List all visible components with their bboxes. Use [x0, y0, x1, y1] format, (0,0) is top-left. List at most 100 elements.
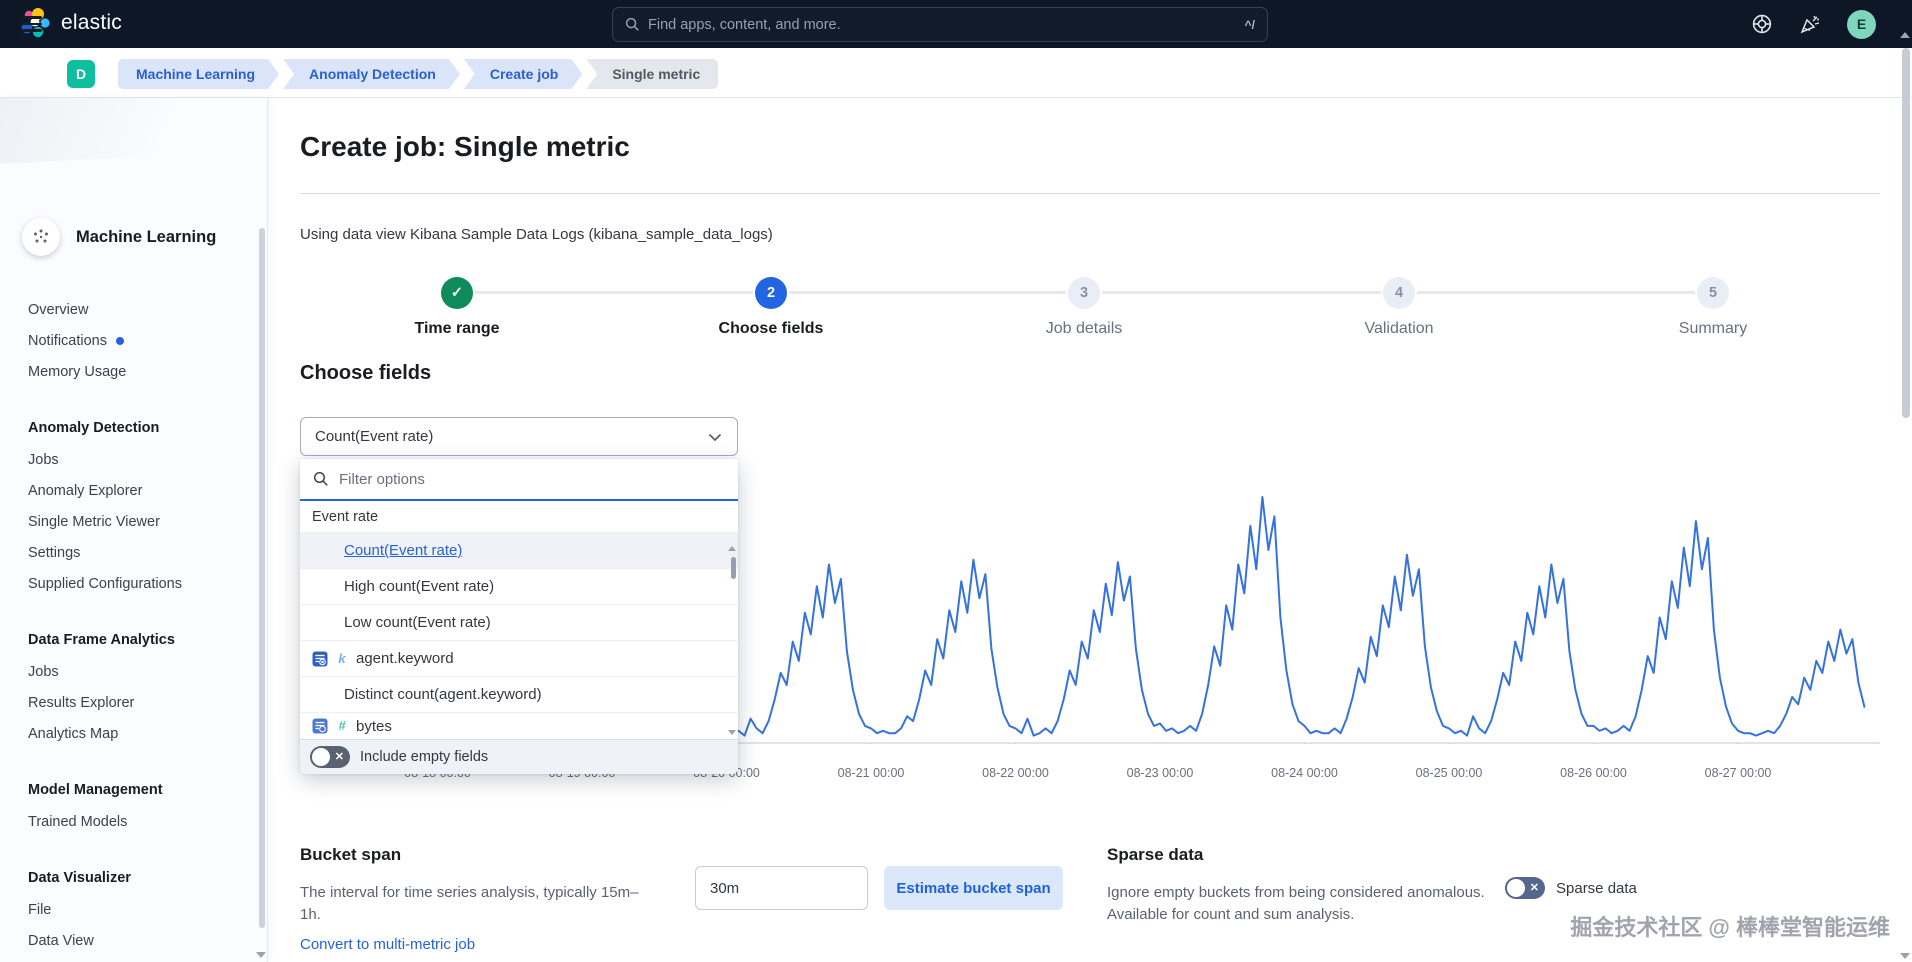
option-distinct-count-agent-keyword[interactable]: Distinct count(agent.keyword)	[300, 676, 738, 712]
estimate-bucket-span-button[interactable]: Estimate bucket span	[884, 866, 1063, 910]
help-icon[interactable]	[1751, 13, 1773, 35]
step-connector	[789, 291, 1066, 294]
step-connector	[475, 291, 753, 294]
include-empty-fields-label: Include empty fields	[360, 749, 489, 765]
machine-learning-app-icon	[22, 218, 60, 256]
sidebar-scrollbar[interactable]	[259, 228, 265, 928]
sidebar-section-data-visualizer: Data Visualizer	[28, 869, 131, 886]
field-index-icon	[312, 718, 328, 734]
sidebar-scroll-down-caret[interactable]	[256, 952, 266, 958]
include-empty-fields-toggle[interactable]: ✕	[310, 746, 350, 768]
toggle-off-x-icon: ✕	[334, 751, 344, 763]
page-scroll-down-caret[interactable]	[1900, 953, 1910, 959]
dropdown-scroll-up-caret[interactable]	[728, 546, 736, 551]
sidebar-item-data-view[interactable]: Data View	[28, 932, 94, 949]
option-agent-keyword[interactable]: k agent.keyword	[300, 640, 738, 676]
sidebar-section-anomaly-detection: Anomaly Detection	[28, 419, 160, 436]
top-header: elastic Find apps, content, and more. ^/	[0, 0, 1912, 48]
dropdown-scroll-down-caret[interactable]	[728, 730, 736, 735]
page-scroll-up-caret[interactable]	[1900, 32, 1910, 38]
breadcrumb-anomaly-detection[interactable]: Anomaly Detection	[283, 59, 460, 89]
toggle-off-x-icon: ✕	[1529, 882, 1539, 894]
bucket-span-heading: Bucket span	[300, 845, 402, 864]
step-circle-time-range[interactable]: ✓	[441, 277, 473, 309]
dropdown-filter-input[interactable]: Filter options	[300, 459, 738, 501]
step-circle-summary[interactable]: 5	[1697, 277, 1729, 309]
sidebar-item-file[interactable]: File	[28, 901, 52, 918]
sparse-data-description: Ignore empty buckets from being consider…	[1107, 884, 1485, 923]
sidebar-item-es-ql[interactable]: ES|QL	[28, 956, 248, 962]
sidebar-title: Machine Learning	[76, 227, 217, 246]
x-tick-label: 08-23 00:00	[1126, 766, 1194, 780]
breadcrumb-single-metric: Single metric	[586, 59, 719, 89]
dropdown-options-list: Event rate Count(Event rate) High count(…	[300, 501, 738, 739]
dropdown-group-label: Event rate	[312, 508, 379, 525]
page-title: Create job: Single metric	[300, 131, 630, 162]
convert-to-multi-metric-link[interactable]: Convert to multi-metric job	[300, 936, 476, 953]
breadcrumb-create-job[interactable]: Create job	[464, 59, 582, 89]
x-tick-label: 08-24 00:00	[1271, 766, 1338, 780]
sidebar-item-overview[interactable]: Overview	[28, 301, 89, 318]
x-tick-label: 08-22 00:00	[982, 766, 1049, 780]
page-scrollbar-thumb[interactable]	[1902, 48, 1910, 418]
combobox-value: Count(Event rate)	[315, 428, 434, 445]
keyword-type-badge: k	[338, 651, 346, 666]
option-low-count-event-rate[interactable]: Low count(Event rate)	[300, 604, 738, 640]
breadcrumb: Machine Learning Anomaly Detection Creat…	[118, 59, 719, 89]
sparse-data-toggle-label: Sparse data	[1556, 879, 1637, 897]
page-scrollbar[interactable]	[1900, 0, 1912, 962]
search-icon	[625, 17, 639, 31]
sidebar: Machine Learning Overview Notifications Me…	[0, 98, 268, 962]
sidebar-item-trained-models[interactable]: Trained Models	[28, 813, 128, 830]
menu-hamburger-icon[interactable]	[20, 16, 42, 32]
step-connector	[1417, 291, 1695, 294]
sidebar-item-settings[interactable]: Settings	[28, 544, 81, 561]
notification-dot	[115, 336, 124, 345]
elastic-logo-text: elastic	[61, 11, 122, 34]
sparse-data-toggle[interactable]: ✕	[1505, 877, 1545, 899]
sparse-data-heading: Sparse data	[1107, 845, 1204, 864]
sidebar-item-supplied-configurations[interactable]: Supplied Configurations	[28, 575, 182, 592]
bucket-span-description: The interval for time series analysis, t…	[300, 884, 639, 923]
step-circle-validation[interactable]: 4	[1383, 277, 1415, 309]
bucket-span-input[interactable]	[695, 866, 868, 910]
global-search-input[interactable]: Find apps, content, and more. ^/	[612, 7, 1268, 42]
aggregation-combobox[interactable]: Count(Event rate)	[300, 417, 738, 456]
number-type-badge: #	[338, 718, 346, 733]
search-placeholder: Find apps, content, and more.	[648, 16, 841, 33]
step-label: Summary	[1678, 320, 1748, 337]
option-count-event-rate[interactable]: Count(Event rate)	[300, 532, 738, 568]
option-bytes[interactable]: # bytes	[300, 712, 738, 734]
sidebar-section-model-management: Model Management	[28, 781, 163, 798]
sidebar-nav: Overview Notifications Memory Usage Anomaly…	[28, 294, 248, 962]
sidebar-app-header: Machine Learning	[22, 218, 216, 256]
sidebar-item-analytics-map[interactable]: Analytics Map	[28, 725, 119, 742]
step-label: Job details	[1045, 320, 1123, 337]
sidebar-item-notifications[interactable]: Notifications	[28, 325, 248, 356]
dropdown-scrollbar[interactable]	[731, 557, 736, 579]
aggregation-dropdown: Filter options Event rate Count(Event ra…	[300, 459, 738, 774]
sidebar-item-memory-usage[interactable]: Memory Usage	[28, 363, 127, 380]
step-label: Choose fields	[718, 320, 824, 337]
news-party-popper-icon[interactable]	[1799, 13, 1821, 35]
step-circle-choose-fields[interactable]: 2	[755, 277, 787, 309]
breadcrumb-machine-learning[interactable]: Machine Learning	[118, 59, 279, 89]
space-badge[interactable]: D	[67, 60, 95, 88]
watermark-text: 掘金技术社区 @ 棒棒堂智能运维	[1570, 915, 1890, 940]
sidebar-item-single-metric-viewer[interactable]: Single Metric Viewer	[28, 513, 160, 530]
include-empty-fields-row: ✕ Include empty fields	[300, 739, 738, 774]
sidebar-section-data-frame-analytics: Data Frame Analytics	[28, 631, 175, 648]
sidebar-item-results-explorer[interactable]: Results Explorer	[28, 694, 135, 711]
data-view-text: Using data view Kibana Sample Data Logs …	[300, 226, 773, 243]
option-high-count-event-rate[interactable]: High count(Event rate)	[300, 568, 738, 604]
sidebar-item-jobs[interactable]: Jobs	[28, 451, 59, 468]
step-connector	[1102, 291, 1381, 294]
elastic-logo[interactable]: elastic	[18, 6, 122, 40]
user-avatar[interactable]: E	[1847, 9, 1876, 39]
sidebar-item-jobs[interactable]: Jobs	[28, 663, 59, 680]
sidebar-item-anomaly-explorer[interactable]: Anomaly Explorer	[28, 482, 143, 499]
x-tick-label: 08-26 00:00	[1560, 766, 1627, 780]
step-circle-job-details[interactable]: 3	[1068, 277, 1100, 309]
